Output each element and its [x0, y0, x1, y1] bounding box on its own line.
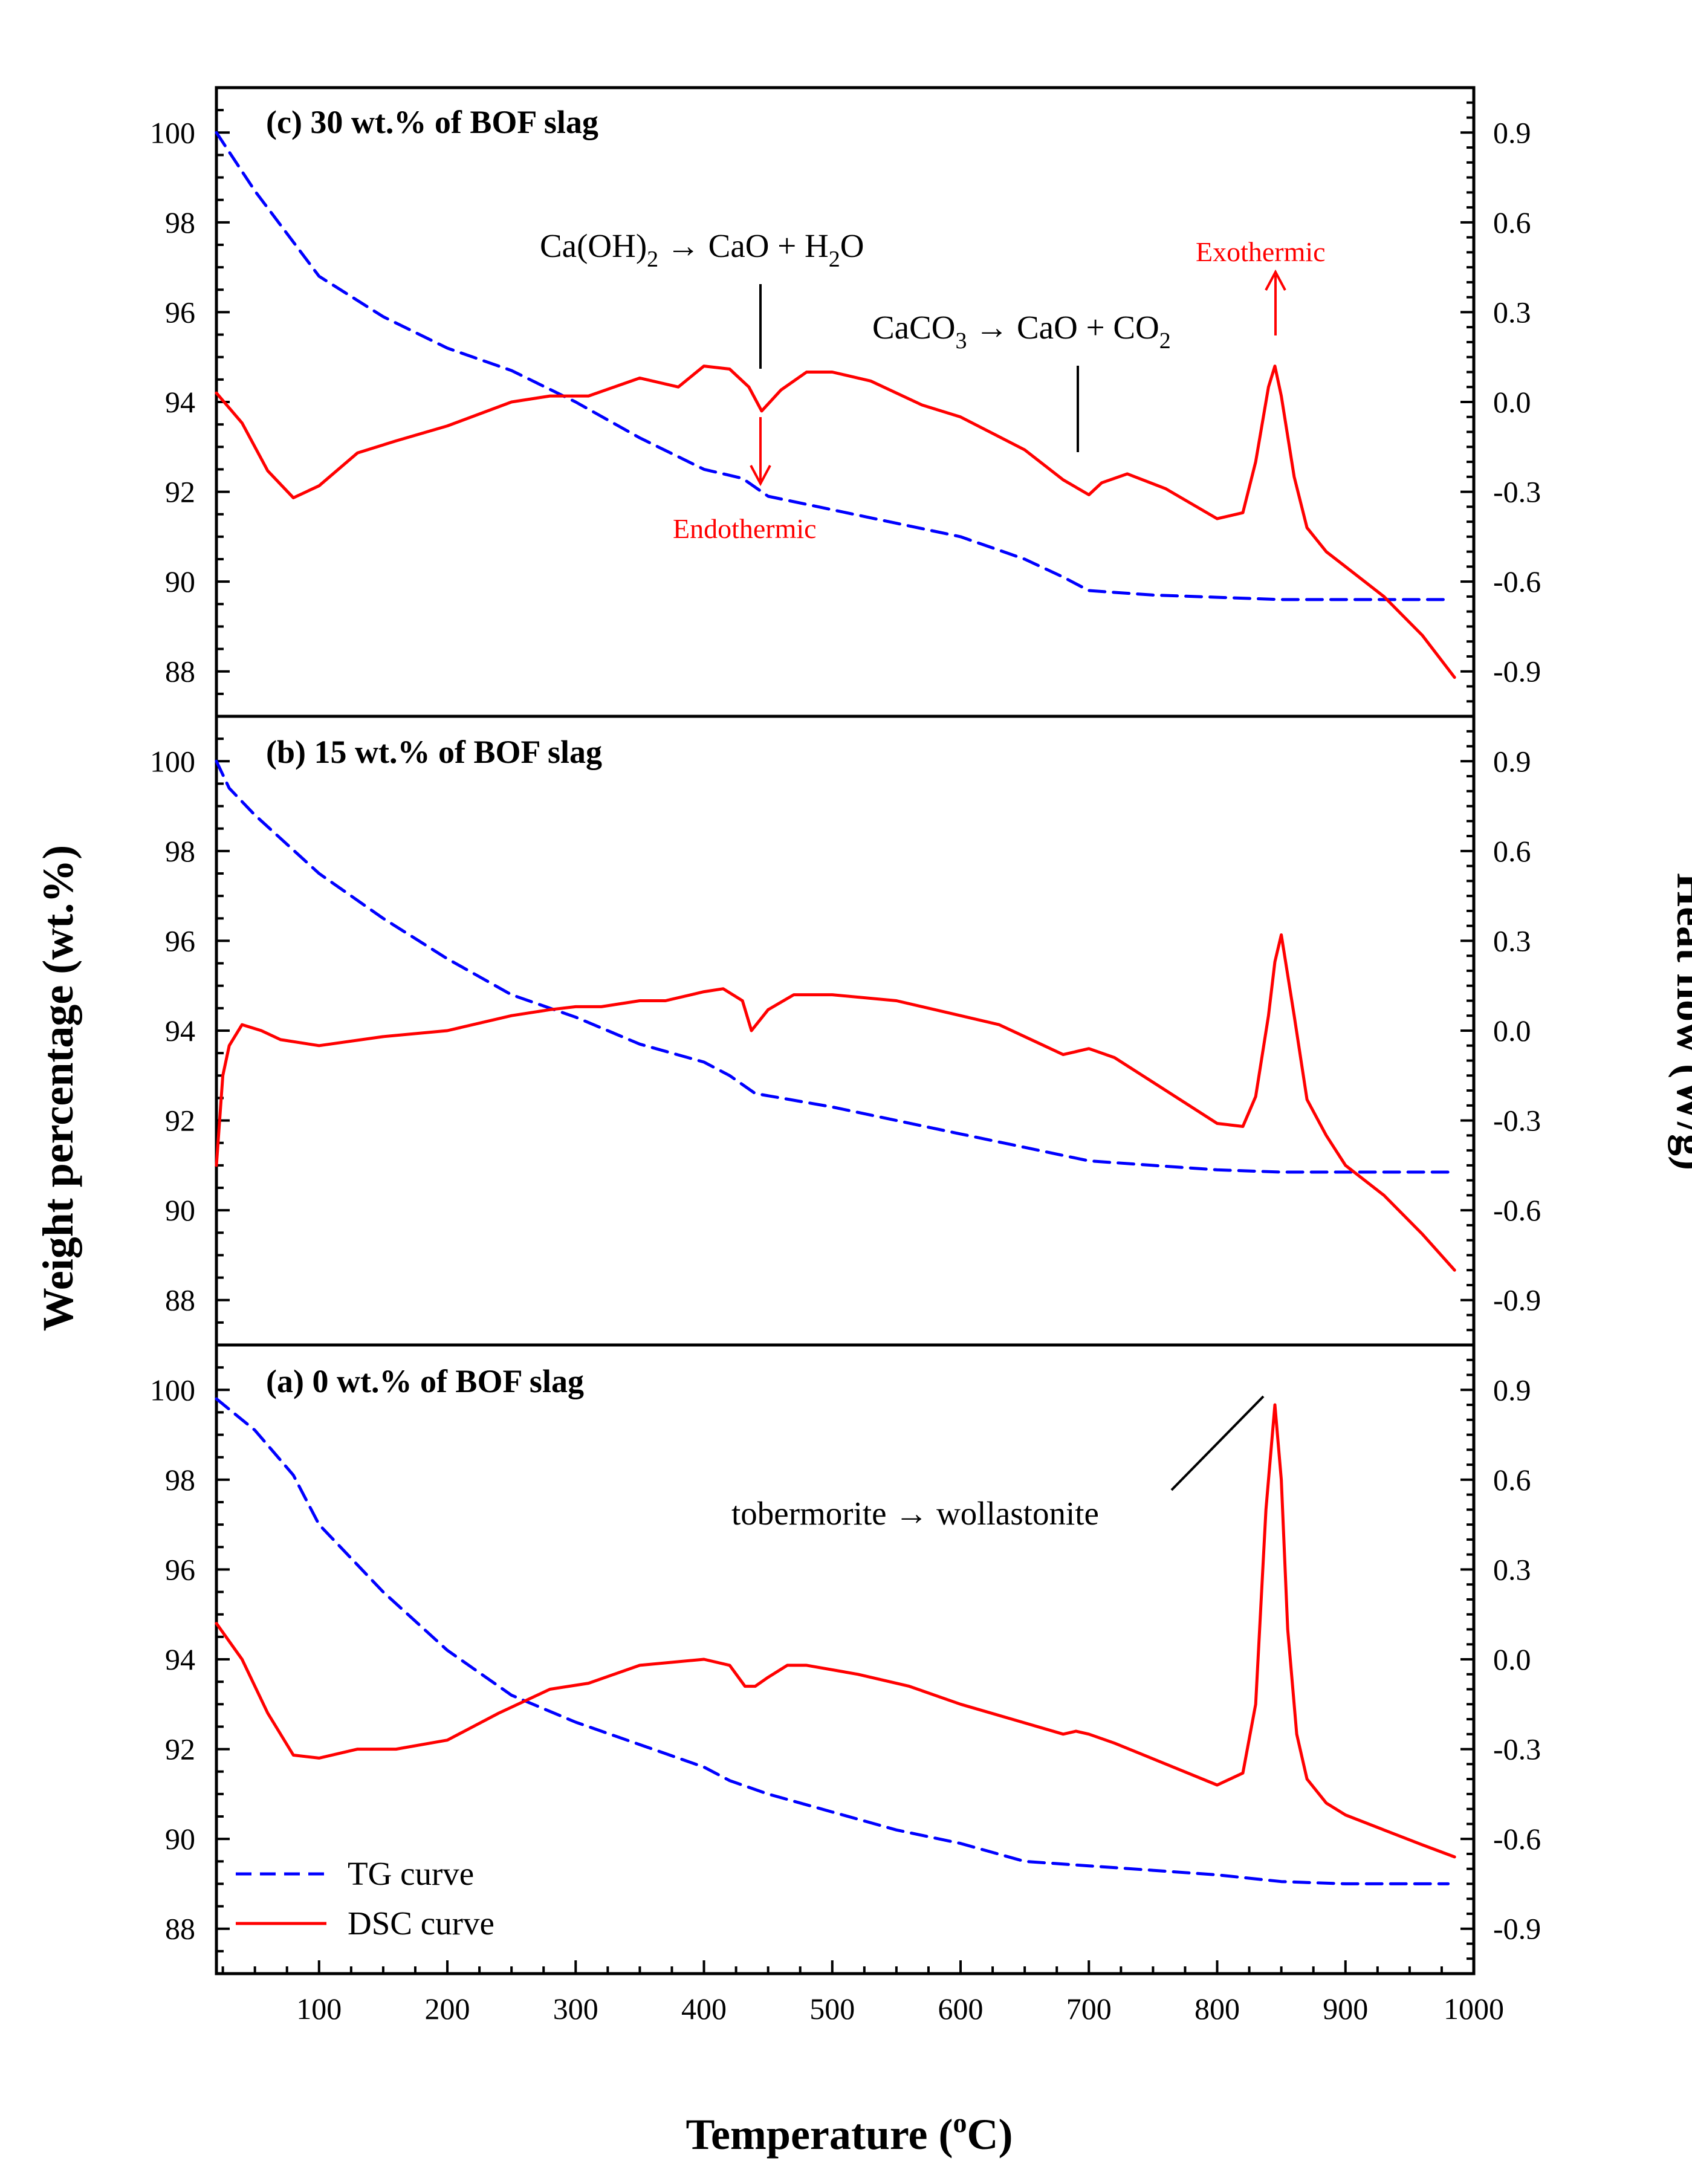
annotation-caco3-reaction: CaCO3 → CaO + CO2 — [872, 309, 1171, 354]
y-right-tick-label: 0.6 — [1493, 206, 1531, 239]
annotation-tobermorite-wollastonite: tobermorite → wollastonite — [731, 1495, 1099, 1532]
annotation-exothermic: Exothermic — [1196, 236, 1326, 267]
exothermic-arrow-head — [1265, 269, 1286, 291]
y-right-tick-label: -0.6 — [1493, 1193, 1541, 1227]
y-right-tick-label: 0.6 — [1493, 834, 1531, 868]
x-tick-label: 300 — [553, 1992, 598, 2026]
x-tick-label: 700 — [1066, 1992, 1112, 2026]
y-left-tick-label: 90 — [165, 1193, 195, 1227]
y-right-tick-label: 0.9 — [1493, 744, 1531, 778]
panel-b: 88 90 92 94 96 98 100 -0.9 -0.6 -0.3 0.0 0.3 0.6 0.9 — [150, 714, 1541, 1347]
legend-dsc-label: DSC curve — [348, 1905, 494, 1942]
y-left-tick-label: 98 — [165, 206, 195, 239]
y-left-tick-label: 100 — [150, 1373, 195, 1407]
y-right-tick-label: -0.6 — [1493, 565, 1541, 598]
y-right-tick-label: 0.9 — [1493, 115, 1531, 149]
panel-a: 88 90 92 94 96 98 100 -0.9 -0.6 -0.3 0.0 0.3 0.6 0.9 — [150, 1343, 1541, 1975]
y-right-axis-title: Heat flow (W/g) — [1668, 873, 1692, 1170]
y-left-axis-title: Weight percentage (wt.%) — [34, 845, 82, 1331]
x-tick-label: 200 — [425, 1992, 470, 2026]
endothermic-arrow-head — [750, 465, 771, 487]
y-left-tick-label: 96 — [165, 295, 195, 329]
panel-c-title: (c) 30 wt.% of BOF slag — [266, 104, 598, 140]
y-right-tick-label: 0.0 — [1493, 1642, 1531, 1676]
y-right-tick-label: 0.9 — [1493, 1373, 1531, 1407]
y-right-tick-label: 0.6 — [1493, 1463, 1531, 1497]
panel-a-dsc-curve — [215, 1403, 1456, 1859]
x-tick-label: 400 — [681, 1992, 727, 2026]
y-right-tick-label: 0.0 — [1493, 1014, 1531, 1048]
panel-a-tg-curve — [215, 1397, 1450, 1885]
y-left-tick-label: 98 — [165, 1463, 195, 1497]
y-left-tick-label: 92 — [165, 1104, 195, 1138]
y-left-tick-label: 92 — [165, 475, 195, 509]
y-left-tick-label: 88 — [165, 1283, 195, 1317]
panel-a-title: (a) 0 wt.% of BOF slag — [266, 1363, 584, 1399]
x-tick-label: 600 — [938, 1992, 984, 2026]
legend-tg-label: TG curve — [348, 1855, 474, 1892]
x-tick-label: 500 — [809, 1992, 855, 2026]
panel-b-dsc-curve — [215, 933, 1456, 1272]
y-right-tick-label: -0.3 — [1493, 1732, 1541, 1766]
y-right-tick-label: -0.9 — [1493, 655, 1541, 689]
y-left-tick-label: 90 — [165, 1822, 195, 1856]
y-left-tick-label: 94 — [165, 1014, 195, 1048]
y-right-tick-label: -0.3 — [1493, 475, 1541, 509]
panel-b-title: (b) 15 wt.% of BOF slag — [266, 734, 602, 770]
y-right-tick-label: 0.3 — [1493, 1552, 1531, 1586]
annotation-tobermorite-leader-line — [1170, 1395, 1265, 1491]
panel-b-tg-curve — [215, 759, 1450, 1174]
annotation-endothermic: Endothermic — [673, 513, 817, 544]
y-right-tick-label: -0.9 — [1493, 1912, 1541, 1946]
y-right-tick-label: 0.0 — [1493, 385, 1531, 419]
y-left-tick-label: 98 — [165, 834, 195, 868]
x-tick-label: 100 — [296, 1992, 342, 2026]
y-right-tick-label: -0.3 — [1493, 1104, 1541, 1138]
y-left-tick-label: 94 — [165, 385, 195, 419]
x-tick-label: 900 — [1323, 1992, 1368, 2026]
y-right-tick-label: 0.3 — [1493, 295, 1531, 329]
y-left-tick-label: 100 — [150, 115, 195, 149]
y-left-tick-label: 88 — [165, 1912, 195, 1946]
annotation-caoh2-reaction: Ca(OH)2 → CaO + H2O — [540, 227, 864, 272]
panel-c-dsc-curve — [215, 365, 1456, 679]
y-left-tick-label: 96 — [165, 924, 195, 958]
x-tick-label: 800 — [1194, 1992, 1240, 2026]
y-right-tick-label: -0.9 — [1493, 1283, 1541, 1317]
y-left-tick-label: 94 — [165, 1642, 195, 1676]
y-left-tick-label: 88 — [165, 655, 195, 689]
y-right-tick-label: -0.6 — [1493, 1822, 1541, 1856]
y-right-tick-label: 0.3 — [1493, 924, 1531, 958]
y-left-tick-label: 100 — [150, 744, 195, 778]
y-left-tick-label: 90 — [165, 565, 195, 598]
x-tick-label: 1000 — [1444, 1992, 1504, 2026]
panel-c-tg-curve — [215, 131, 1450, 601]
legend: TG curve DSC curve — [236, 1855, 494, 1942]
y-left-tick-label: 96 — [165, 1552, 195, 1586]
x-axis-title: Temperature (oC) — [686, 2107, 1013, 2159]
x-axis: 100 200 300 400 500 600 700 800 900 1000 — [221, 1960, 1504, 2026]
y-left-tick-label: 92 — [165, 1732, 195, 1766]
